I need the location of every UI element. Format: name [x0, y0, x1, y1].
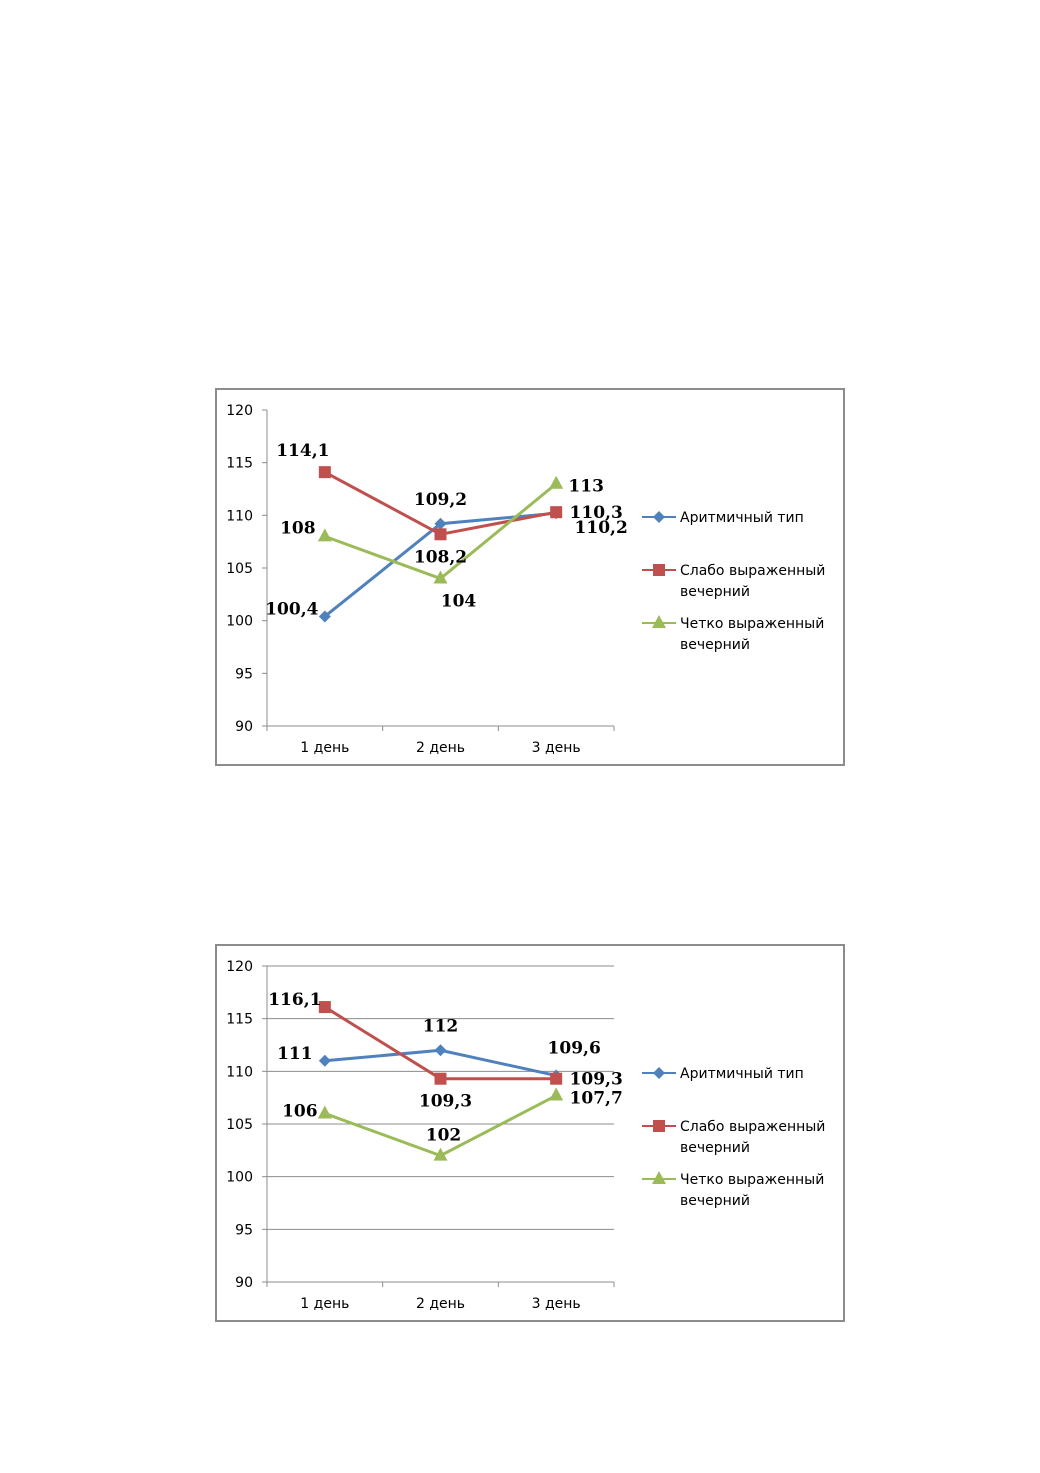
chart-2-series-3-data-label: 106: [282, 1101, 318, 1121]
chart-2-series-1-point: [434, 1044, 447, 1057]
chart-2-legend-label-line: Слабо выраженный: [680, 1119, 825, 1135]
chart-1-legend-label: Четко выраженный вечерний: [680, 616, 824, 653]
chart-2-y-tick-label: 110: [226, 1064, 253, 1080]
chart-1-y-tick-label: 90: [235, 719, 253, 735]
chart-1-legend-marker: [653, 511, 665, 523]
chart-2-x-tick-label: 2 день: [416, 1296, 465, 1312]
chart-1-series-1-data-label: 100,4: [265, 599, 318, 619]
chart-1-series-3-data-label: 113: [568, 477, 604, 497]
chart-2-series-2-data-label: 116,1: [268, 990, 321, 1010]
chart-2-series-1-data-label: 112: [423, 1016, 459, 1036]
chart-1-svg: 90 95 100 105 110 115 120 1 день 2 день 3 день 100…: [226, 403, 825, 756]
chart-2-series-3-data-label: 107,7: [570, 1089, 623, 1109]
chart-1-series-3-point: [433, 570, 448, 584]
chart-2-series-1-data-label: 109,6: [548, 1039, 601, 1059]
chart-2-y-tick-label: 115: [226, 1012, 253, 1028]
chart-1-series-3-data-label: 108: [280, 518, 316, 538]
chart-2-y-tick-label: 100: [226, 1170, 253, 1186]
chart-2-series-3-point: [549, 1087, 564, 1101]
chart-1-legend-marker: [653, 564, 665, 576]
chart-2-y-tick-label: 105: [226, 1117, 253, 1133]
chart-1-series-1-point: [434, 517, 447, 530]
chart-1-legend-label-line: вечерний: [680, 637, 750, 653]
chart-1-y-tick-label: 95: [235, 666, 253, 682]
chart-1: 90 95 100 105 110 115 120 1 день 2 день 3 день 100…: [215, 388, 845, 766]
chart-1-series-3-data-label: 104: [441, 592, 477, 612]
chart-2-series-2-data-label: 109,3: [419, 1092, 472, 1112]
chart-1-legend-label: Слабо выраженный вечерний: [680, 563, 825, 600]
chart-1-legend-label: Аритмичный тип: [680, 510, 804, 526]
chart-1-x-tick-label: 3 день: [532, 740, 581, 756]
chart-2-legend-marker: [652, 1171, 666, 1184]
chart-1-x-tick-label: 1 день: [300, 740, 349, 756]
chart-2-series-1-point: [318, 1054, 331, 1067]
chart-2-legend-label: Аритмичный тип: [680, 1066, 804, 1082]
chart-2-series-3-point: [317, 1105, 332, 1119]
chart-1-series-2-data-label: 110,3: [570, 503, 623, 523]
chart-1-series-2-point: [318, 466, 331, 479]
chart-2-svg: 90 95 100 105 110 115 120 1 день 2 день 3 день 111…: [226, 959, 825, 1312]
chart-1-y-tick-label: 120: [226, 403, 253, 419]
chart-2-legend-label: Слабо выраженный вечерний: [680, 1119, 825, 1156]
chart-2-legend-marker: [653, 1067, 665, 1079]
chart-1-y-tick-label: 105: [226, 561, 253, 577]
chart-2-series-3-data-label: 102: [426, 1126, 462, 1146]
chart-2: 90 95 100 105 110 115 120 1 день 2 день 3 день 111…: [215, 944, 845, 1322]
chart-1-y-tick-label: 100: [226, 614, 253, 630]
chart-1-series-1-data-label: 110,2: [575, 518, 628, 538]
chart-2-x-tick-label: 1 день: [300, 1296, 349, 1312]
chart-2-legend-label: Четко выраженный вечерний: [680, 1172, 824, 1209]
chart-2-series-2-data-label: 109,3: [570, 1070, 623, 1090]
chart-2-series-2-point: [434, 1072, 447, 1085]
chart-1-y-tick-label: 110: [226, 508, 253, 524]
chart-1-series-3-point: [317, 528, 332, 542]
chart-1-series-2-point: [434, 528, 447, 541]
chart-1-legend-label-line: Слабо выраженный: [680, 563, 825, 579]
chart-2-x-tick-label: 3 день: [532, 1296, 581, 1312]
chart-1-x-tick-label: 2 день: [416, 740, 465, 756]
chart-2-legend-label-line: вечерний: [680, 1140, 750, 1156]
chart-1-series-2-data-label: 108,2: [414, 547, 467, 567]
chart-2-y-tick-label: 120: [226, 959, 253, 975]
chart-2-y-tick-label: 90: [235, 1275, 253, 1291]
chart-2-legend-marker: [653, 1120, 665, 1132]
chart-1-legend-label-line: вечерний: [680, 584, 750, 600]
chart-2-series-1-data-label: 111: [277, 1044, 313, 1064]
chart-1-series-3-point: [549, 475, 564, 489]
chart-2-legend-label-line: Четко выраженный: [680, 1172, 824, 1188]
chart-2-legend-label-line: вечерний: [680, 1193, 750, 1209]
chart-2-series-3-point: [433, 1147, 448, 1161]
chart-1-series-2-data-label: 114,1: [276, 441, 329, 461]
chart-1-series-1-data-label: 109,2: [414, 490, 467, 510]
chart-1-series-2-point: [550, 506, 563, 519]
chart-2-series-2-point: [550, 1072, 563, 1085]
chart-1-legend-label-line: Четко выраженный: [680, 616, 824, 632]
chart-1-y-tick-label: 115: [226, 456, 253, 472]
chart-1-series-1-point: [318, 610, 331, 623]
chart-2-series-2-point: [318, 1001, 331, 1014]
chart-1-legend-marker: [652, 615, 666, 628]
chart-2-y-tick-label: 95: [235, 1222, 253, 1238]
